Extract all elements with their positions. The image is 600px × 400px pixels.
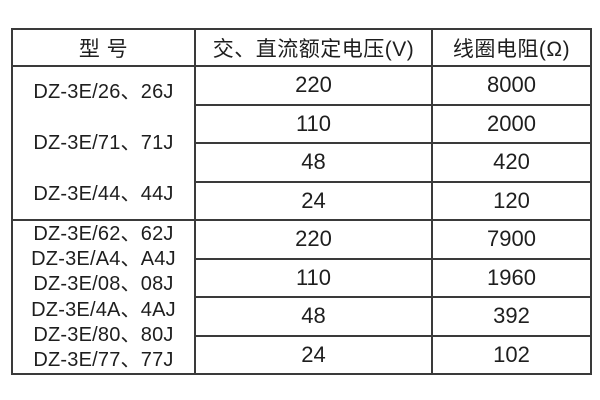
column-header-resistance: 线圈电阻(Ω) [431, 28, 592, 67]
model-line: DZ-3E/A4、A4J [31, 247, 176, 270]
column-header-model: 型 号 [11, 28, 196, 67]
table-row: 48 420 [12, 142, 592, 183]
resistance-cell: 7900 [431, 219, 592, 260]
table-row: 110 2000 [12, 103, 592, 144]
resistance-cell: 420 [431, 142, 592, 183]
resistance-cell: 120 [431, 180, 592, 221]
resistance-cell: 8000 [431, 65, 592, 106]
model-group-1: DZ-3E/26、26J DZ-3E/71、71J DZ-3E/44、44J [14, 68, 193, 218]
resistance-cell: 1960 [431, 257, 592, 298]
voltage-cell: 220 [194, 65, 433, 106]
voltage-cell: 24 [194, 334, 433, 375]
model-line: DZ-3E/44、44J [33, 182, 174, 205]
model-line: DZ-3E/80、80J [33, 323, 174, 346]
voltage-cell: 24 [194, 180, 433, 221]
voltage-cell: 110 [194, 103, 433, 144]
column-header-voltage: 交、直流额定电压(V) [194, 28, 433, 67]
table-row: DZ-3E/26、26J DZ-3E/71、71J DZ-3E/44、44J 2… [11, 65, 592, 221]
voltage-cell: 110 [194, 257, 433, 298]
table-row: 24 120 [12, 180, 592, 221]
model-line: DZ-3E/62、62J [33, 222, 174, 245]
model-group-cell-2: DZ-3E/62、62J DZ-3E/A4、A4J DZ-3E/08、08J D… [11, 219, 196, 375]
model-line: DZ-3E/71、71J [33, 131, 174, 154]
resistance-cell: 2000 [431, 103, 592, 144]
header-row: 型 号 交、直流额定电压(V) 线圈电阻(Ω) [11, 28, 592, 67]
table-row: 110 1960 [12, 257, 592, 298]
resistance-cell: 392 [431, 296, 592, 337]
spec-table-body: DZ-3E/26、26J DZ-3E/71、71J DZ-3E/44、44J 2… [11, 65, 592, 375]
model-line: DZ-3E/77、77J [33, 349, 174, 372]
voltage-cell: 48 [194, 296, 433, 337]
model-group-2: DZ-3E/62、62J DZ-3E/A4、A4J DZ-3E/08、08J D… [14, 222, 193, 372]
model-line: DZ-3E/26、26J [33, 81, 174, 104]
resistance-cell: 102 [431, 334, 592, 375]
table-row: 48 392 [12, 296, 592, 337]
spec-table-header: 型 号 交、直流额定电压(V) 线圈电阻(Ω) [11, 28, 592, 67]
model-group-cell-1: DZ-3E/26、26J DZ-3E/71、71J DZ-3E/44、44J [11, 65, 196, 221]
voltage-cell: 48 [194, 142, 433, 183]
spec-table: 型 号 交、直流额定电压(V) 线圈电阻(Ω) DZ-3E/26、26J DZ-… [11, 28, 592, 375]
table-row: DZ-3E/62、62J DZ-3E/A4、A4J DZ-3E/08、08J D… [11, 219, 592, 375]
model-line: DZ-3E/4A、4AJ [31, 298, 176, 321]
model-line: DZ-3E/08、08J [33, 273, 174, 296]
table-row: 24 102 [12, 334, 592, 375]
voltage-cell: 220 [194, 219, 433, 260]
